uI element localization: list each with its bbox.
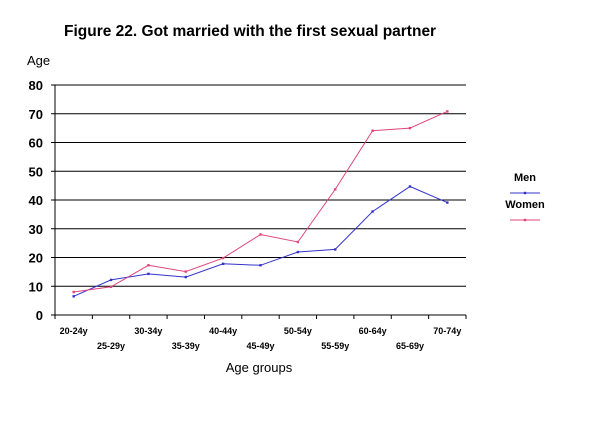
y-tick-label: 20 <box>29 251 43 266</box>
y-tick-label: 80 <box>29 78 43 93</box>
y-tick-label: 40 <box>29 193 43 208</box>
x-tick-label: 45-49y <box>246 341 274 351</box>
series-line-men <box>73 185 448 297</box>
data-point-women <box>371 129 374 132</box>
legend: Men Women <box>505 172 545 222</box>
x-tick-label: 65-69y <box>396 341 424 351</box>
y-tick-label: 50 <box>29 164 43 179</box>
data-point-women <box>296 240 300 244</box>
x-tick-label: 30-34y <box>134 326 162 336</box>
legend-marker-women <box>523 218 527 222</box>
x-tick-labels: 20-24y 25-29y 30-34y 35-39y 40-44y 45-49y 50-5… <box>60 326 462 351</box>
y-tick-label: 0 <box>36 308 43 323</box>
data-point-men <box>371 210 374 213</box>
x-tick-label: 60-64y <box>359 326 387 336</box>
data-point-women <box>446 110 449 113</box>
data-point-men <box>446 201 449 204</box>
x-tick-label: 70-74y <box>433 326 461 336</box>
data-point-women <box>184 270 187 273</box>
data-point-men <box>72 295 75 298</box>
data-point-women <box>109 285 113 289</box>
axes <box>51 84 467 319</box>
data-point-women <box>259 233 262 236</box>
data-point-women <box>72 290 75 294</box>
data-point-men <box>259 264 262 267</box>
series <box>72 110 449 298</box>
data-point-men <box>221 262 225 266</box>
data-point-women <box>408 126 412 130</box>
y-tick-label: 30 <box>29 222 43 237</box>
data-point-women <box>221 256 225 260</box>
data-point-men <box>109 278 113 282</box>
y-tick-label: 10 <box>29 279 43 294</box>
data-point-men <box>408 185 412 188</box>
legend-marker-men <box>523 191 527 195</box>
x-tick-label: 40-44y <box>209 326 237 336</box>
data-point-women <box>147 264 150 267</box>
y-tick-label: 70 <box>29 107 43 122</box>
y-tick-label: 60 <box>29 136 43 151</box>
data-point-women <box>334 188 337 191</box>
y-tick-labels: 0 10 20 30 40 50 60 70 80 <box>29 78 43 323</box>
data-point-men <box>334 248 337 251</box>
x-tick-label: 55-59y <box>321 341 349 351</box>
legend-label-men: Men <box>514 172 536 184</box>
data-point-men <box>296 250 300 254</box>
x-tick-label: 50-54y <box>284 326 312 336</box>
y-axis-label: Age <box>27 53 50 68</box>
data-point-men <box>184 275 187 279</box>
chart-title: Figure 22. Got married with the first se… <box>64 23 436 40</box>
gridlines <box>55 84 466 287</box>
x-tick-label: 35-39y <box>172 341 200 351</box>
x-tick-label: 20-24y <box>60 326 88 336</box>
data-point-men <box>147 272 150 276</box>
x-axis-label: Age groups <box>226 360 293 375</box>
x-tick-label: 25-29y <box>97 341 125 351</box>
legend-label-women: Women <box>505 199 545 211</box>
